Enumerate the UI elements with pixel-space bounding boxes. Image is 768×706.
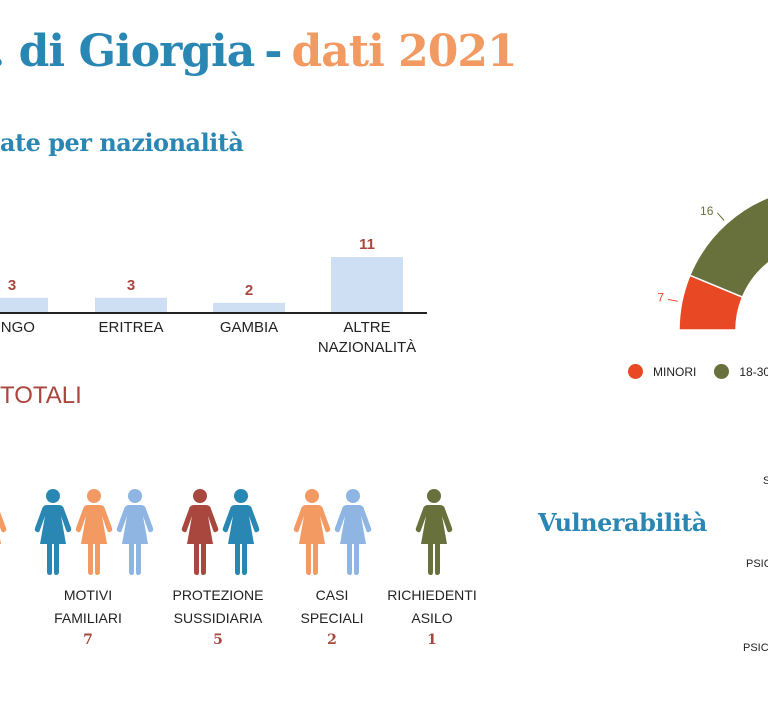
title-first-glyph: .: [0, 26, 5, 77]
permit-count-1: 7: [83, 632, 93, 648]
permit-figure: [180, 488, 220, 583]
bar-value-2: 3: [126, 276, 136, 294]
woman-icon: [34, 489, 72, 575]
bar-value-3: 2: [244, 281, 254, 299]
permit-figure: [292, 488, 332, 583]
woman-icon: [415, 489, 453, 575]
woman-icon: [181, 489, 219, 575]
bar-value-4: 11: [359, 236, 375, 253]
legend-dot-18-30: [714, 364, 730, 379]
permit-count-4: 1: [427, 632, 437, 648]
permit-figure: [414, 488, 454, 583]
vulnerabilita-title: Vulnerabilità: [538, 508, 707, 537]
woman-icon: [293, 489, 331, 575]
bar-category-label-1: ONGO: [0, 319, 35, 336]
permit-label-2: PROTEZIONE SUSSIDIARIA: [172, 587, 264, 626]
title-part1: di Giorgia: [18, 26, 256, 77]
vuln-label-3: PSIC: [743, 642, 768, 654]
title-dash: -: [264, 26, 282, 77]
bar-3: [213, 302, 285, 313]
age-legend: MINORI 18-30: [628, 364, 768, 379]
donut-slice-18-30: [688, 196, 768, 299]
bar-value-1: 3: [7, 276, 17, 294]
donut-value-minori: 7: [657, 290, 664, 304]
donut-leader-minori: [667, 298, 678, 302]
permit-label-4: RICHIEDENTI ASILO: [387, 587, 477, 626]
permit-count-3: 2: [327, 632, 337, 648]
donut-value-18-30: 16: [700, 204, 714, 218]
vuln-label-1: S: [763, 475, 768, 487]
vuln-label-2: PSIC: [746, 558, 768, 570]
permit-figure: [74, 488, 114, 583]
bar-4: [331, 257, 403, 313]
woman-icon: [75, 489, 113, 575]
permit-figure: [33, 488, 73, 583]
permit-count-2: 5: [213, 632, 223, 648]
woman-icon: [334, 489, 372, 575]
permit-figure: [221, 488, 261, 583]
permit-label-3: CASI SPECIALI: [300, 587, 364, 626]
woman-icon: [0, 511, 7, 544]
woman-icon: [222, 489, 260, 575]
partial-figure: [0, 488, 8, 583]
bar-category-label-4: ALTRE NAZIONALITÀ: [317, 319, 417, 356]
title-year: dati 2021: [291, 26, 518, 77]
bar-category-label-2: ERITREA: [98, 319, 164, 336]
donut-leader-18-30: [717, 212, 725, 221]
page-title: . di Giorgia-dati 2021: [0, 26, 518, 77]
totali-heading: TOTALI: [0, 382, 82, 409]
permit-figure: [115, 488, 155, 583]
bar-category-label-3: GAMBIA: [219, 319, 279, 336]
woman-icon: [116, 489, 154, 575]
bar-1: [0, 297, 48, 313]
age-donut-chart: 7 16: [657, 196, 768, 331]
permit-label-1: MOTIVI FAMILIARI: [54, 587, 122, 626]
legend-dot-minori: [628, 364, 643, 379]
nationality-bar-chart: [0, 257, 427, 314]
section-title-nationality: ate per nazionalità: [0, 128, 244, 157]
legend-label-18-30: 18-30: [739, 364, 768, 379]
bar-2: [95, 297, 167, 313]
permit-figure: [333, 488, 373, 583]
legend-label-minori: MINORI: [653, 364, 697, 379]
